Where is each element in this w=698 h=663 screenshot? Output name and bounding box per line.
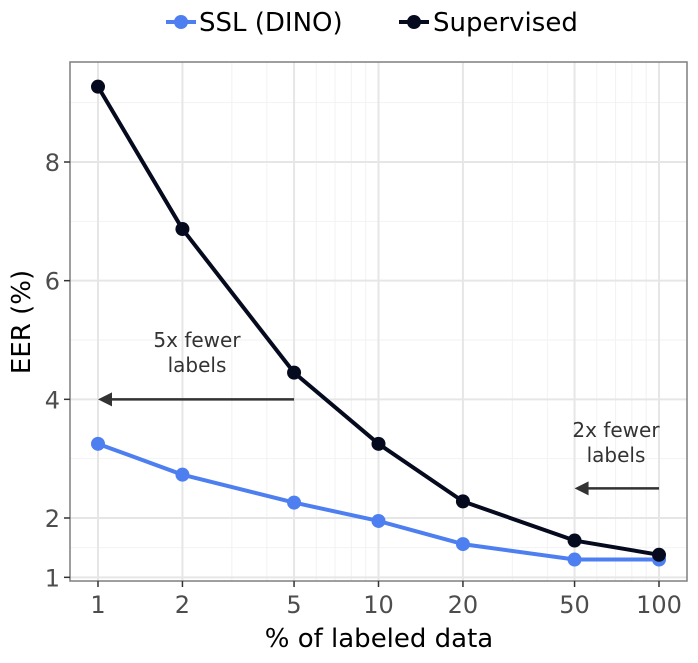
y-tick-label: 2 <box>45 505 60 533</box>
data-point-ssl-dino <box>287 495 302 510</box>
data-point-ssl-dino <box>91 436 105 451</box>
data-point-supervised <box>287 365 302 380</box>
y-tick-label: 8 <box>45 149 60 177</box>
legend: SSL (DINO) Supervised <box>166 8 578 38</box>
annotation-arrow-head <box>574 481 589 496</box>
data-point-ssl-dino <box>371 513 386 528</box>
y-tick-label: 6 <box>45 268 60 296</box>
legend-swatch-dot-ssl <box>174 15 188 29</box>
legend-item-supervised: Supervised <box>399 8 578 38</box>
data-point-ssl-dino <box>567 552 582 567</box>
x-tick-label: 20 <box>448 591 479 619</box>
x-tick-label: 50 <box>559 591 590 619</box>
legend-label-ssl: SSL (DINO) <box>199 8 343 38</box>
x-axis-title: % of labeled data <box>265 624 494 654</box>
data-point-supervised <box>455 494 470 509</box>
annotation-arrow-head <box>98 392 112 407</box>
data-point-supervised <box>371 436 386 451</box>
grid <box>70 62 687 581</box>
annotation-text: 2x fewer <box>572 418 660 442</box>
y-tick-label: 4 <box>45 386 60 414</box>
data-point-supervised <box>175 222 190 237</box>
annotation-text: labels <box>168 353 227 377</box>
y-tick-label: 1 <box>45 564 60 592</box>
data-point-ssl-dino <box>175 467 190 482</box>
annotation-text: 5x fewer <box>153 328 241 352</box>
x-tick-label: 100 <box>636 591 682 619</box>
x-tick-label: 1 <box>90 591 105 619</box>
x-tick-label: 5 <box>286 591 301 619</box>
legend-item-ssl: SSL (DINO) <box>166 8 343 38</box>
data-point-ssl-dino <box>455 537 470 552</box>
axis-ticks: 1 2 5 10 20 50 100 1 2 4 6 8 <box>45 149 682 619</box>
series-layer <box>91 79 666 567</box>
data-point-supervised <box>652 547 666 562</box>
data-point-supervised <box>91 79 105 94</box>
x-tick-label: 10 <box>363 591 394 619</box>
legend-swatch-dot-supervised <box>407 15 421 29</box>
data-point-supervised <box>567 533 582 548</box>
legend-label-supervised: Supervised <box>433 8 578 38</box>
y-axis-title: EER (%) <box>7 270 37 374</box>
x-tick-label: 2 <box>175 591 190 619</box>
annotation-text: labels <box>587 443 646 467</box>
